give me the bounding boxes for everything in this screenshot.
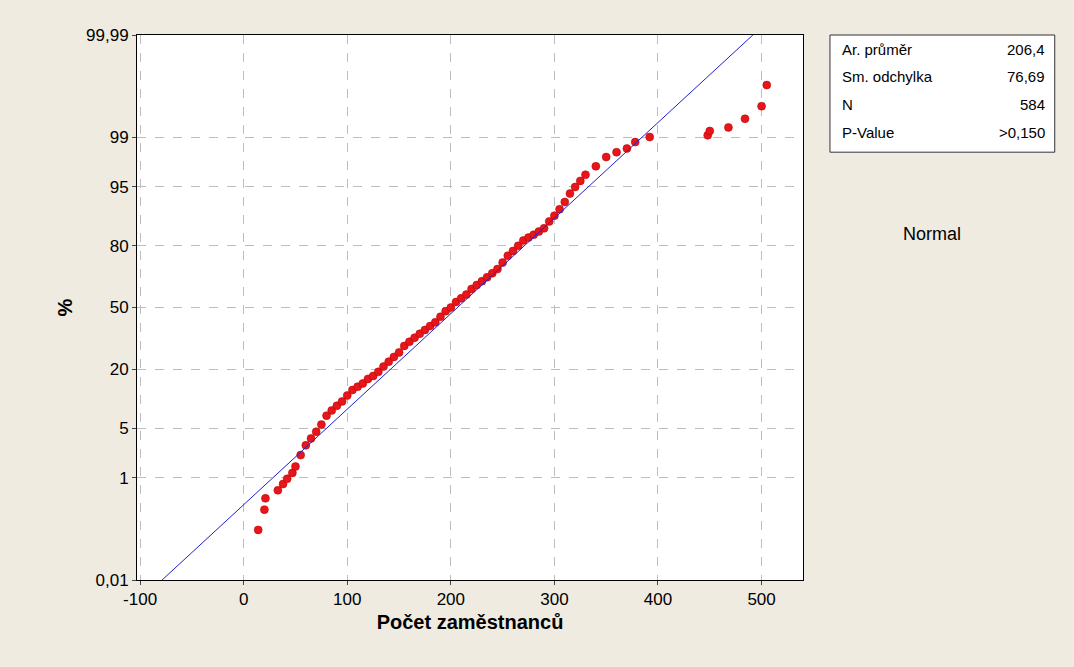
svg-text:100: 100: [333, 590, 361, 609]
svg-text:99: 99: [110, 128, 129, 147]
svg-text:>0,150: >0,150: [999, 124, 1045, 141]
svg-text:20: 20: [110, 360, 129, 379]
svg-text:Normal: Normal: [903, 224, 961, 244]
svg-text:Počet zaměstnanců: Počet zaměstnanců: [377, 611, 564, 633]
svg-text:0,01: 0,01: [96, 571, 129, 590]
svg-text:80: 80: [110, 237, 129, 256]
svg-text:Sm. odchylka: Sm. odchylka: [842, 68, 933, 85]
svg-text:Ar. průměr: Ar. průměr: [842, 41, 912, 58]
svg-text:1: 1: [119, 469, 128, 488]
svg-text:95: 95: [110, 178, 129, 197]
svg-text:N: N: [842, 96, 853, 113]
svg-text:P-Value: P-Value: [842, 124, 894, 141]
svg-text:50: 50: [110, 298, 129, 317]
svg-text:206,4: 206,4: [1007, 41, 1045, 58]
svg-text:5: 5: [119, 419, 128, 438]
svg-text:500: 500: [747, 590, 775, 609]
svg-text:0: 0: [239, 590, 248, 609]
svg-text:300: 300: [540, 590, 568, 609]
svg-text:-100: -100: [123, 590, 157, 609]
svg-text:400: 400: [644, 590, 672, 609]
svg-text:200: 200: [437, 590, 465, 609]
svg-text:584: 584: [1020, 96, 1045, 113]
svg-text:99,99: 99,99: [86, 26, 129, 45]
svg-text:76,69: 76,69: [1007, 68, 1045, 85]
svg-text:%: %: [54, 298, 76, 316]
